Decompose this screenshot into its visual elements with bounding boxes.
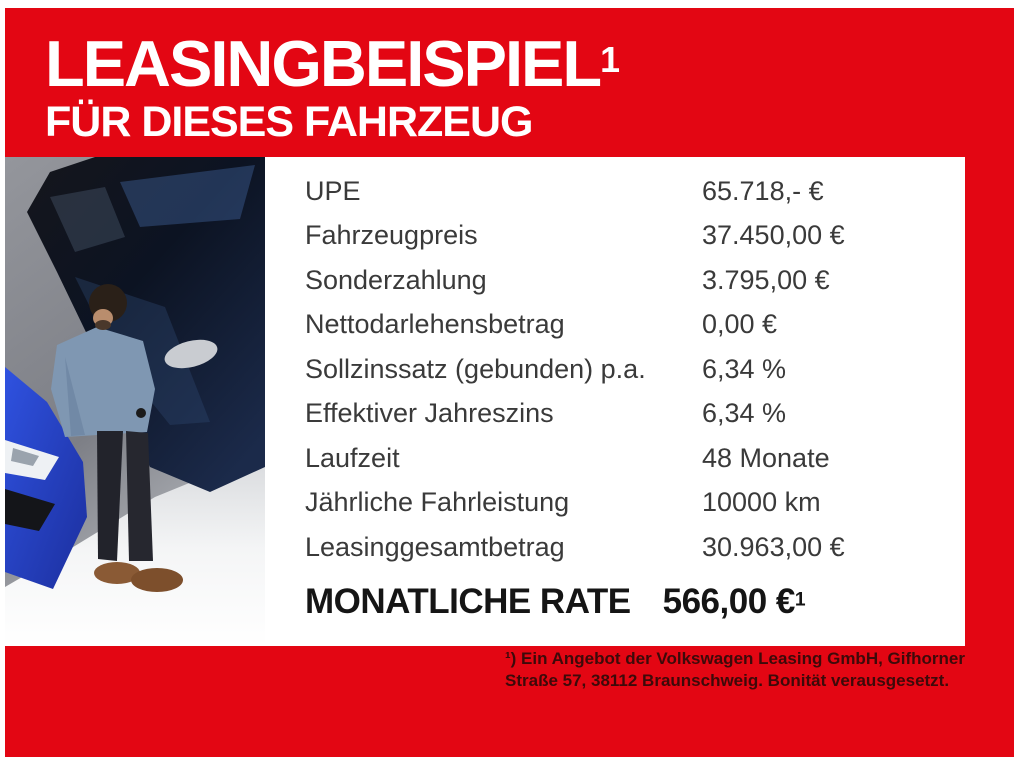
row-value: 3.795,00 € [702, 264, 830, 295]
row-value: 30.963,00 € [702, 531, 845, 562]
jeans-right-leg [126, 431, 153, 561]
row-label: Nettodarlehensbetrag [305, 309, 565, 340]
denim-shirt [51, 327, 155, 437]
row-label: Sonderzahlung [305, 264, 487, 295]
table-row: Fahrzeugpreis 37.450,00 € [305, 214, 965, 259]
row-value: 10000 km [702, 487, 821, 518]
row-value: 6,34 % [702, 353, 787, 384]
car-roof [27, 157, 265, 492]
table-row: Laufzeit 48 Monate [305, 436, 965, 481]
monthly-rate-row: MONATLICHE RATE 566,00 €1 [305, 580, 965, 624]
row-label: Jährliche Fahrleistung [305, 487, 570, 518]
page-title: LEASINGBEISPIEL1 [45, 30, 620, 98]
shirt-fold [65, 357, 85, 436]
vehicle-photo-graphic [5, 157, 265, 646]
header: LEASINGBEISPIEL1 FÜR DIESES FAHRZEUG [45, 30, 620, 144]
table-row: Jährliche Fahrleistung 10000 km [305, 481, 965, 526]
row-value: 48 Monate [702, 442, 830, 473]
red-background: LEASINGBEISPIEL1 FÜR DIESES FAHRZEUG [5, 8, 1014, 757]
row-value: 65.718,- € [702, 175, 824, 206]
row-label: Effektiver Jahreszins [305, 398, 554, 429]
monthly-rate-label: MONATLICHE RATE [305, 581, 631, 621]
windshield-glint [50, 187, 125, 252]
monthly-rate-amount: 566,00 € [662, 581, 796, 621]
watch [136, 408, 146, 418]
boot-right [131, 568, 183, 592]
monthly-rate-footnote-marker: 1 [794, 588, 806, 610]
row-label: Leasinggesamtbetrag [305, 531, 565, 562]
row-value: 37.450,00 € [702, 220, 845, 251]
boot-left [94, 562, 140, 584]
table-row: Leasinggesamtbetrag 30.963,00 € [305, 525, 965, 570]
row-value: 0,00 € [702, 309, 778, 340]
table-row: Effektiver Jahreszins 6,34 % [305, 392, 965, 437]
table-row: Sollzinssatz (gebunden) p.a. 6,34 % [305, 347, 965, 392]
leasing-details-panel: UPE 65.718,- € Fahrzeugpreis 37.450,00 €… [265, 157, 965, 646]
row-label: Laufzeit [305, 442, 400, 473]
man-figure [51, 284, 183, 592]
footnote: ¹) Ein Angebot der Volkswagen Leasing Gm… [505, 648, 965, 692]
roof-reflection [120, 165, 255, 227]
table-row: Sonderzahlung 3.795,00 € [305, 258, 965, 303]
page-title-text: LEASINGBEISPIEL [45, 27, 602, 100]
beard [95, 320, 111, 330]
table-row: UPE 65.718,- € [305, 169, 965, 214]
footnote-line1: ¹) Ein Angebot der Volkswagen Leasing Gm… [505, 649, 965, 668]
row-label: Fahrzeugpreis [305, 220, 478, 251]
row-value: 6,34 % [702, 398, 787, 429]
footnote-line2: Straße 57, 38112 Braunschweig. Bonität v… [505, 671, 950, 691]
headlight-detail [11, 448, 39, 466]
jeans-left-leg [97, 431, 123, 561]
page-title-footnote-marker: 1 [600, 39, 620, 80]
front-grille [5, 489, 55, 531]
row-label: Sollzinssatz (gebunden) p.a. [305, 353, 646, 384]
page-subtitle: FÜR DIESES FAHRZEUG [45, 97, 534, 146]
monthly-rate-value: 566,00 €1 [662, 581, 806, 622]
table-row: Nettodarlehensbetrag 0,00 € [305, 303, 965, 348]
vehicle-photo [5, 157, 265, 646]
row-label: UPE [305, 175, 361, 206]
side-mirror [164, 339, 218, 369]
